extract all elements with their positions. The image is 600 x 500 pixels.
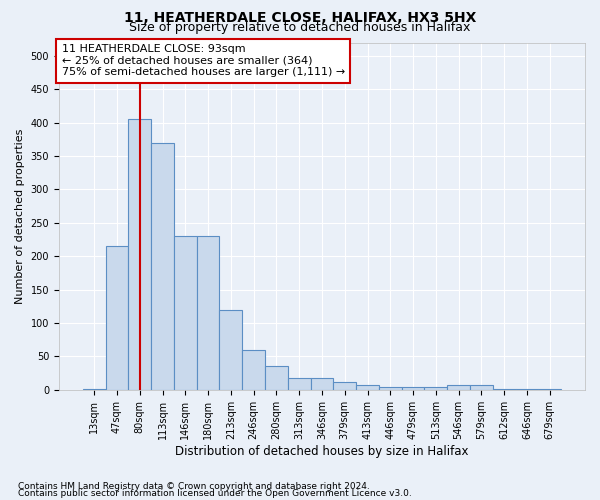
Bar [538, 388, 561, 390]
Bar [106, 246, 128, 390]
Bar [424, 386, 447, 390]
Y-axis label: Number of detached properties: Number of detached properties [15, 128, 25, 304]
Bar [356, 384, 379, 390]
Bar [288, 378, 311, 390]
Text: 11, HEATHERDALE CLOSE, HALIFAX, HX3 5HX: 11, HEATHERDALE CLOSE, HALIFAX, HX3 5HX [124, 11, 476, 25]
Bar [220, 310, 242, 390]
Bar [174, 236, 197, 390]
Bar [242, 350, 265, 390]
Bar [83, 388, 106, 390]
Text: Size of property relative to detached houses in Halifax: Size of property relative to detached ho… [130, 22, 470, 35]
Bar [401, 386, 424, 390]
Bar [379, 386, 401, 390]
Bar [128, 120, 151, 390]
Text: 11 HEATHERDALE CLOSE: 93sqm
← 25% of detached houses are smaller (364)
75% of se: 11 HEATHERDALE CLOSE: 93sqm ← 25% of det… [62, 44, 345, 78]
Bar [470, 384, 493, 390]
Text: Contains HM Land Registry data © Crown copyright and database right 2024.: Contains HM Land Registry data © Crown c… [18, 482, 370, 491]
X-axis label: Distribution of detached houses by size in Halifax: Distribution of detached houses by size … [175, 444, 469, 458]
Bar [334, 382, 356, 390]
Bar [447, 384, 470, 390]
Bar [311, 378, 334, 390]
Text: Contains public sector information licensed under the Open Government Licence v3: Contains public sector information licen… [18, 489, 412, 498]
Bar [151, 142, 174, 390]
Bar [197, 236, 220, 390]
Bar [493, 388, 515, 390]
Bar [515, 388, 538, 390]
Bar [265, 366, 288, 390]
